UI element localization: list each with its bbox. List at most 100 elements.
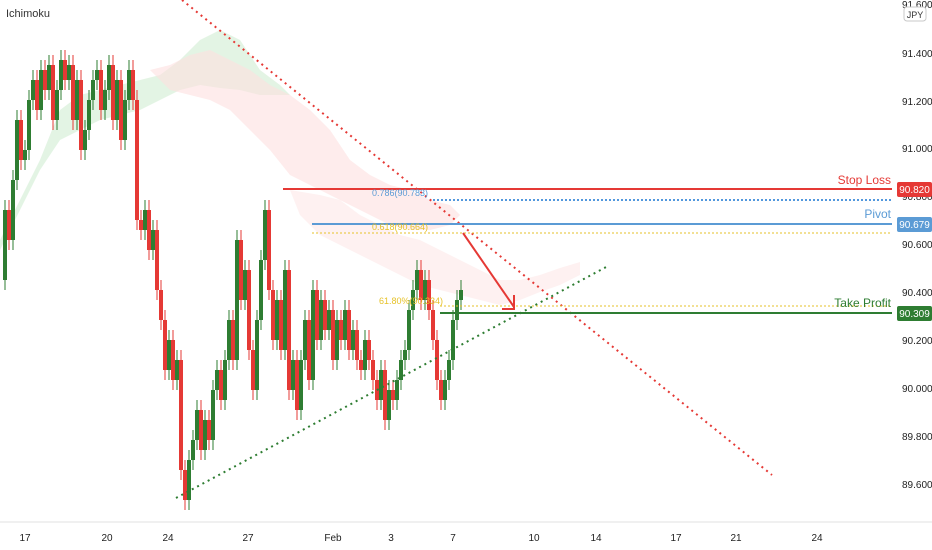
candle-body (107, 65, 111, 90)
candle-body (31, 80, 35, 100)
svg-text:JPY: JPY (907, 10, 924, 20)
projection-arrow-line (462, 232, 515, 308)
candle-body (99, 70, 103, 110)
candle-body (327, 310, 331, 330)
candle-body (143, 210, 147, 230)
candle-body (351, 330, 355, 350)
candle-body (75, 80, 79, 120)
candle-body (91, 80, 95, 100)
candle-body (195, 410, 199, 440)
projection-arrow-head (502, 295, 515, 310)
x-axis-ticks: 17 20 24 27 Feb 3 7 10 14 17 21 24 (19, 533, 823, 544)
currency-badge[interactable]: JPY (903, 6, 927, 22)
candle-body (427, 280, 431, 310)
candle-body (203, 420, 207, 450)
time-axis-area[interactable] (0, 522, 932, 550)
candle-body (247, 270, 251, 350)
x-tick-label: 24 (162, 533, 174, 544)
candle-body (55, 90, 59, 120)
top-price-label: 91.600 (902, 0, 932, 11)
indicator-label: Ichimoku (6, 8, 50, 20)
stop-loss-price-tag: 90.820 (897, 182, 932, 197)
candles-group (3, 50, 463, 510)
candle-body (359, 360, 363, 370)
x-tick-label: 27 (242, 533, 254, 544)
candle-body (127, 70, 131, 100)
descending-trendline (181, 0, 773, 476)
candle-body (163, 320, 167, 370)
candle-body (51, 65, 55, 120)
candle-body (35, 80, 39, 110)
candle-body (155, 230, 159, 290)
candle-body (379, 370, 383, 400)
candle-body (159, 290, 163, 320)
candle-body (303, 320, 307, 360)
candle-body (335, 320, 339, 360)
y-tick-label: 90.800 (902, 192, 932, 203)
candle-body (259, 260, 263, 320)
take-profit-label: Take Profit (834, 296, 891, 310)
y-tick-label: 89.800 (902, 432, 932, 443)
candle-body (443, 380, 447, 400)
ascending-trendline (175, 265, 609, 499)
fib-618b-label: 61.80%(90.334) (379, 296, 443, 306)
candle-body (59, 60, 63, 90)
candle-body (147, 210, 151, 250)
candle-body (255, 320, 259, 390)
candle-body (391, 390, 395, 400)
candle-body (395, 380, 399, 400)
candle-body (283, 270, 287, 350)
candle-body (151, 230, 155, 250)
y-tick-label: 91.400 (902, 49, 932, 60)
candle-body (15, 120, 19, 180)
candle-body (275, 300, 279, 340)
candle-body (307, 320, 311, 380)
candle-body (415, 270, 419, 290)
candle-body (67, 65, 71, 80)
x-tick-label: Feb (324, 533, 342, 544)
candle-body (347, 310, 351, 350)
candle-body (199, 410, 203, 450)
candle-body (423, 280, 427, 300)
candle-body (267, 210, 271, 290)
candle-body (95, 70, 99, 80)
candle-body (287, 270, 291, 390)
candle-body (183, 470, 187, 500)
candle-body (19, 120, 23, 160)
candle-body (43, 70, 47, 90)
x-tick-label: 17 (670, 533, 682, 544)
stop-loss-label: Stop Loss (838, 173, 891, 187)
svg-text:90.820: 90.820 (899, 185, 930, 196)
candle-body (131, 70, 135, 100)
candle-body (263, 210, 267, 260)
svg-text:90.309: 90.309 (899, 309, 930, 320)
svg-text:90.679: 90.679 (899, 220, 930, 231)
price-axis-area[interactable] (896, 0, 932, 520)
candle-body (207, 420, 211, 440)
candle-body (447, 360, 451, 380)
candle-body (47, 65, 51, 90)
candle-body (339, 320, 343, 340)
candle-body (315, 290, 319, 340)
candle-body (459, 290, 463, 300)
x-tick-label: 10 (528, 533, 540, 544)
candle-body (243, 270, 247, 300)
ichimoku-cloud (0, 30, 580, 305)
pivot-label: Pivot (864, 207, 891, 221)
candle-body (23, 150, 27, 160)
candle-body (119, 80, 123, 140)
candle-body (63, 60, 67, 80)
cloud-shape (290, 190, 580, 305)
candle-body (399, 360, 403, 380)
y-tick-label: 90.600 (902, 240, 932, 251)
cloud-shape (150, 50, 460, 230)
candle-body (227, 320, 231, 360)
candle-body (299, 360, 303, 410)
candle-body (115, 80, 119, 120)
candle-body (111, 65, 115, 120)
candle-body (235, 240, 239, 360)
candle-body (123, 100, 127, 140)
candle-body (175, 360, 179, 380)
